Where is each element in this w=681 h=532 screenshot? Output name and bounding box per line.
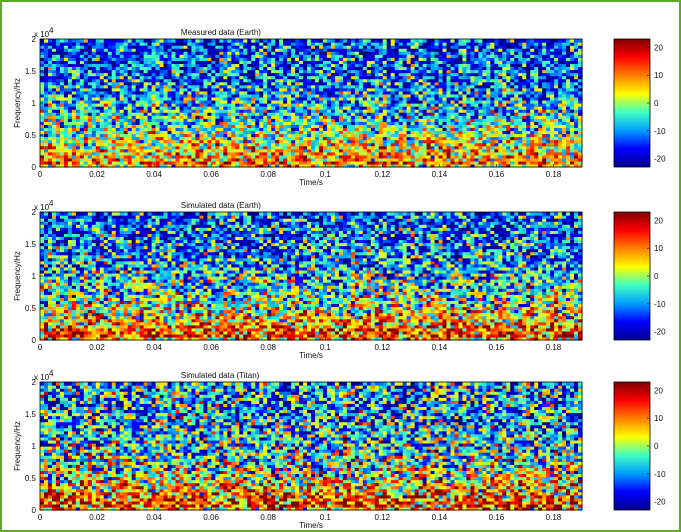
colorbar-tick-label: -10 (654, 127, 666, 136)
x-tick-label: 0.1 (320, 513, 332, 522)
colorbar-tick-label: -10 (654, 300, 666, 309)
x-tick-label: 0.16 (489, 170, 505, 179)
panel-title: Simulated data (Titan) (181, 371, 260, 380)
x-tick-label: 0.06 (203, 343, 219, 352)
panel-title: Simulated data (Earth) (181, 201, 261, 210)
colorbar-tick-label: 20 (654, 216, 663, 225)
x-tick-label: 0.14 (432, 170, 448, 179)
y-tick-label: 2 (32, 378, 37, 387)
y-tick-label: 2 (32, 35, 37, 44)
y-tick-label: 1.5 (25, 410, 37, 419)
y-axis-exponent-power: 4 (49, 26, 54, 35)
x-tick-label: 0.18 (546, 343, 562, 352)
x-tick-label: 0.1 (320, 170, 332, 179)
x-tick-label: 0.12 (375, 343, 391, 352)
x-tick-label: 0 (38, 343, 43, 352)
x-tick-label: 0.02 (89, 170, 105, 179)
panel-title: Measured data (Earth) (181, 28, 261, 37)
y-axis-label: Frequency/Hz (13, 421, 22, 471)
y-tick-label: 0.5 (25, 474, 37, 483)
y-tick-label: 1.5 (25, 67, 37, 76)
x-tick-label: 0.14 (432, 343, 448, 352)
colorbar-tick-label: 10 (654, 71, 663, 80)
x-tick-label: 0.12 (375, 170, 391, 179)
x-axis-label: Time/s (299, 521, 323, 530)
x-tick-label: 0.1 (320, 343, 332, 352)
x-axis-label: Time/s (299, 178, 323, 187)
spectrogram-panel-2: Simulated data (Earth) 0 0.02 0.04 0.06 0.08 0… (13, 199, 666, 360)
x-tick-label: 0.16 (489, 513, 505, 522)
x-tick-label: 0.02 (89, 513, 105, 522)
y-tick-label: 0 (32, 163, 37, 172)
colorbar-tick-label: 0 (654, 442, 659, 451)
y-tick-label: 0.5 (25, 131, 37, 140)
y-tick-label: 1 (32, 99, 37, 108)
x-tick-label: 0.04 (146, 343, 162, 352)
x-axis-label: Time/s (299, 351, 323, 360)
y-axis-exponent: x 10 (34, 30, 50, 39)
colorbar-tick-label: 10 (654, 414, 663, 423)
colorbar-tick-label: -20 (654, 155, 666, 164)
spectrogram-heatmap (40, 212, 583, 341)
y-axis-exponent: x 10 (34, 203, 50, 212)
x-tick-label: 0 (38, 170, 43, 179)
spectrogram-heatmap (40, 39, 583, 168)
x-tick-label: 0.08 (260, 343, 276, 352)
colorbar-tick-label: 20 (654, 386, 663, 395)
colorbar-tick-label: 10 (654, 244, 663, 253)
y-tick-label: 1 (32, 272, 37, 281)
y-tick-label: 0 (32, 336, 37, 345)
y-tick-label: 2 (32, 208, 37, 217)
spectrogram-panel-1: Measured data (Earth) 0 0.02 0.04 0.06 0.08 0.… (13, 26, 666, 187)
x-tick-label: 0.04 (146, 513, 162, 522)
x-tick-label: 0.06 (203, 513, 219, 522)
x-tick-label: 0.12 (375, 513, 391, 522)
x-tick-label: 0.04 (146, 170, 162, 179)
spectrogram-heatmap (40, 382, 583, 511)
y-tick-label: 1 (32, 442, 37, 451)
y-axis-exponent-power: 4 (49, 199, 54, 208)
x-tick-label: 0 (38, 513, 43, 522)
x-tick-label: 0.14 (432, 513, 448, 522)
x-tick-label: 0.16 (489, 343, 505, 352)
colorbar: 20 10 0 -10 -20 (613, 38, 666, 168)
colorbar: 20 10 0 -10 -20 (613, 211, 666, 341)
spectrogram-panel-3: Simulated data (Titan) 0 0.02 0.04 0.06 0.08 0… (13, 369, 666, 530)
y-axis-label: Frequency/Hz (13, 78, 22, 128)
colorbar-tick-label: 20 (654, 43, 663, 52)
colorbar-tick-label: -20 (654, 328, 666, 337)
colorbar-tick-label: 0 (654, 99, 659, 108)
colorbar-gradient (613, 211, 651, 341)
y-tick-label: 0.5 (25, 304, 37, 313)
colorbar-tick-label: -20 (654, 498, 666, 507)
y-tick-label: 1.5 (25, 240, 37, 249)
colorbar-tick-label: -10 (654, 470, 666, 479)
y-axis-label: Frequency/Hz (13, 251, 22, 301)
x-tick-label: 0.08 (260, 170, 276, 179)
x-tick-label: 0.06 (203, 170, 219, 179)
colorbar-gradient (613, 38, 651, 168)
colorbar-gradient (613, 381, 651, 511)
x-tick-label: 0.08 (260, 513, 276, 522)
colorbar-tick-label: 0 (654, 272, 659, 281)
y-axis-exponent: x 10 (34, 373, 50, 382)
x-tick-label: 0.18 (546, 513, 562, 522)
colorbar: 20 10 0 -10 -20 (613, 381, 666, 511)
x-tick-label: 0.02 (89, 343, 105, 352)
y-axis-exponent-power: 4 (49, 369, 54, 378)
x-tick-label: 0.18 (546, 170, 562, 179)
y-tick-label: 0 (32, 506, 37, 515)
